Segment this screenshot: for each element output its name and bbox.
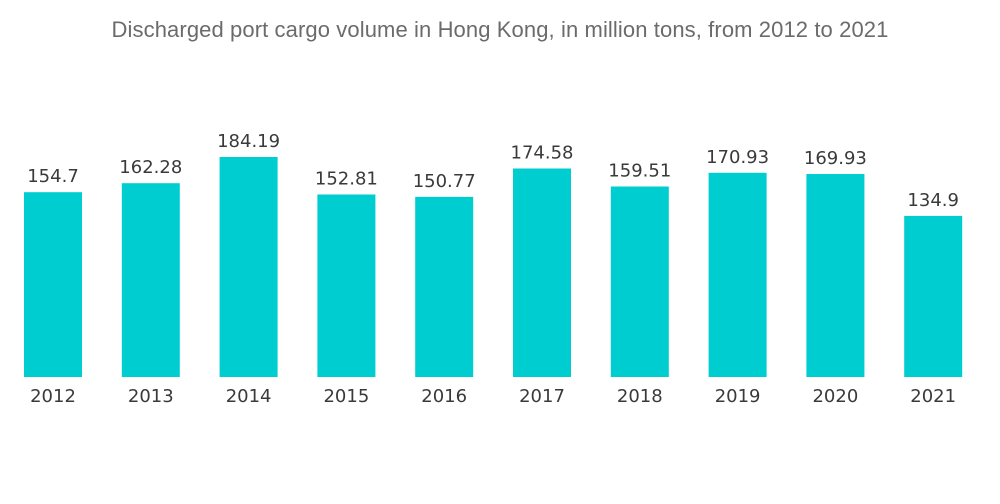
bar-value-label-2016: 150.77 <box>413 171 476 192</box>
x-tick-label-2014: 2014 <box>226 386 272 407</box>
bar-value-label-2012: 154.7 <box>27 166 79 187</box>
bar-2020 <box>806 174 865 377</box>
x-tick-label-2017: 2017 <box>519 386 565 407</box>
bar-2016 <box>415 196 474 377</box>
bar-2012 <box>24 192 82 377</box>
bar-2018 <box>610 186 669 377</box>
bar-value-label-2020: 169.93 <box>804 148 867 169</box>
bar-2021 <box>904 215 963 377</box>
bar-value-label-2013: 162.28 <box>119 157 182 178</box>
bar-2013 <box>121 183 180 377</box>
chart-title: Discharged port cargo volume in Hong Kon… <box>111 17 889 42</box>
x-tick-label-2019: 2019 <box>715 386 761 407</box>
x-tick-label-2012: 2012 <box>30 386 76 407</box>
bar-2017 <box>513 168 571 377</box>
bar-value-label-2018: 159.51 <box>608 161 671 182</box>
bar-2019 <box>708 172 767 377</box>
x-tick-label-2018: 2018 <box>617 386 663 407</box>
bar-value-label-2014: 184.19 <box>217 131 280 152</box>
bar-2014 <box>219 157 278 377</box>
x-tick-label-2015: 2015 <box>323 386 369 407</box>
bar-value-label-2019: 170.93 <box>706 147 769 168</box>
x-tick-label-2020: 2020 <box>812 386 858 407</box>
bar-value-label-2015: 152.81 <box>315 169 378 190</box>
bar-value-label-2017: 174.58 <box>511 143 574 164</box>
x-tick-label-2021: 2021 <box>910 386 956 407</box>
x-tick-label-2013: 2013 <box>128 386 174 407</box>
x-tick-label-2016: 2016 <box>421 386 467 407</box>
bar-2015 <box>317 194 376 377</box>
bar-value-label-2021: 134.9 <box>907 190 959 211</box>
